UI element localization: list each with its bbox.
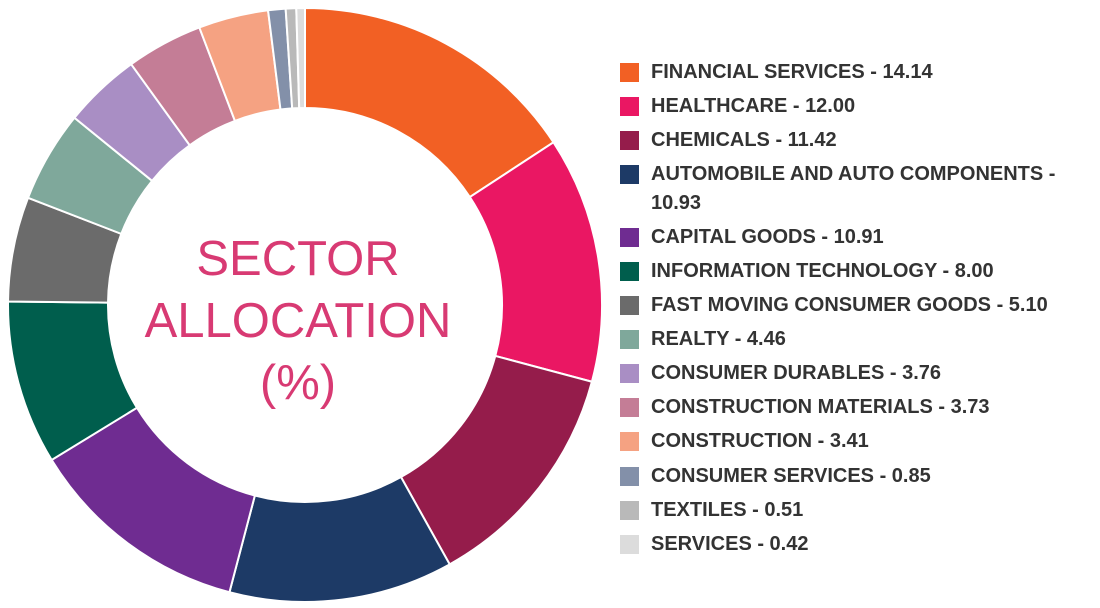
legend-item: REALTY - 4.46 xyxy=(620,325,1095,354)
legend-item: AUTOMOBILE AND AUTO COMPONENTS - 10.93 xyxy=(620,160,1095,217)
legend-label: CONSUMER SERVICES - 0.85 xyxy=(651,464,931,487)
slice-services xyxy=(295,6,306,110)
chart-title: SECTOR ALLOCATION (%) xyxy=(98,228,498,414)
legend-label: HEALTHCARE - 12.00 xyxy=(651,95,856,118)
legend-swatch xyxy=(620,466,639,486)
legend-label: REALTY - 4.46 xyxy=(651,328,786,351)
legend-swatch xyxy=(620,500,639,520)
legend-item: CONSTRUCTION - 3.41 xyxy=(620,427,1095,456)
legend-swatch xyxy=(620,364,639,384)
legend-swatch xyxy=(620,165,639,185)
chart-title-line-2: ALLOCATION xyxy=(144,294,452,348)
legend-item: INFORMATION TECHNOLOGY - 8.00 xyxy=(620,257,1095,286)
legend-label: CONSTRUCTION - 3.41 xyxy=(651,430,869,453)
legend-label: AUTOMOBILE AND AUTO COMPONENTS - 10.93 xyxy=(651,163,1056,214)
legend-label: CONSTRUCTION MATERIALS - 3.73 xyxy=(651,396,990,419)
chart-legend: FINANCIAL SERVICES - 14.14 HEALTHCARE - 1… xyxy=(620,58,1095,564)
legend-swatch xyxy=(620,296,639,316)
legend-label: SERVICES - 0.42 xyxy=(651,532,809,555)
legend-item: FINANCIAL SERVICES - 14.14 xyxy=(620,58,1095,87)
legend-swatch xyxy=(620,261,639,281)
legend-label: CHEMICALS - 11.42 xyxy=(651,129,837,152)
legend-label: FAST MOVING CONSUMER GOODS - 5.10 xyxy=(651,294,1048,317)
legend-swatch xyxy=(620,330,639,350)
legend-swatch xyxy=(620,63,639,82)
chart-title-line-3: (%) xyxy=(259,356,337,410)
legend-swatch xyxy=(620,131,639,151)
legend-item: CONSTRUCTION MATERIALS - 3.73 xyxy=(620,393,1095,422)
legend-label: CAPITAL GOODS - 10.91 xyxy=(651,225,884,248)
legend-swatch xyxy=(620,97,639,117)
donut-chart xyxy=(7,6,603,603)
chart-title-line-1: SECTOR xyxy=(196,232,400,286)
legend-item: CAPITAL GOODS - 10.91 xyxy=(620,223,1095,252)
legend-item: FAST MOVING CONSUMER GOODS - 5.10 xyxy=(620,291,1095,320)
legend-label: TEXTILES - 0.51 xyxy=(651,498,804,521)
legend-item: TEXTILES - 0.51 xyxy=(620,496,1095,525)
legend-item: CONSUMER SERVICES - 0.85 xyxy=(620,462,1095,491)
legend-swatch xyxy=(620,398,639,418)
legend-label: INFORMATION TECHNOLOGY - 8.00 xyxy=(651,259,994,282)
legend-label: CONSUMER DURABLES - 3.76 xyxy=(651,362,942,385)
legend-label: FINANCIAL SERVICES - 14.14 xyxy=(651,61,933,83)
legend-swatch xyxy=(620,534,639,554)
legend-item: CHEMICALS - 11.42 xyxy=(620,126,1095,155)
legend-swatch xyxy=(620,432,639,452)
legend-item: HEALTHCARE - 12.00 xyxy=(620,92,1095,121)
legend-swatch xyxy=(620,227,639,247)
legend-item: SERVICES - 0.42 xyxy=(620,530,1095,559)
legend-item: CONSUMER DURABLES - 3.76 xyxy=(620,359,1095,388)
